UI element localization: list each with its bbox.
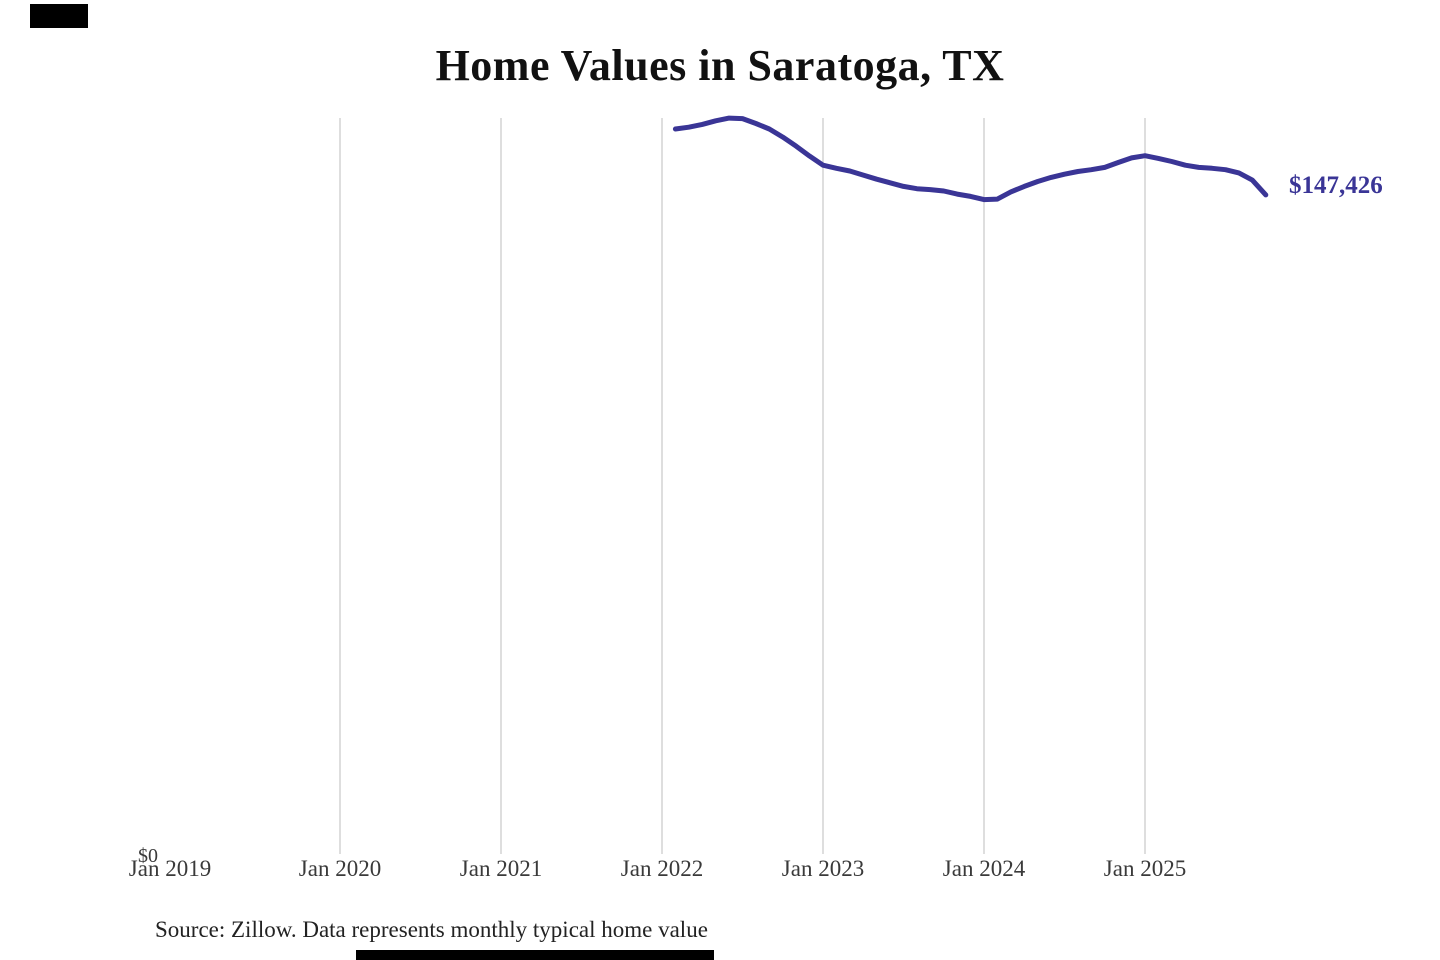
redaction-bar-bottom [356,950,714,960]
chart-title: Home Values in Saratoga, TX [435,41,1005,90]
last-value-label: $147,426 [1289,172,1383,199]
x-tick-2024-01: Jan 2024 [942,856,1026,881]
redaction-box-top-left [30,4,88,28]
x-tick-2019-01: Jan 2019 [128,856,212,881]
x-tick-2025-01: Jan 2025 [1103,856,1187,881]
x-tick-2021-01: Jan 2021 [459,856,543,881]
x-tick-2023-01: Jan 2023 [781,856,865,881]
home-value-series-line [672,115,1269,203]
x-tick-2020-01: Jan 2020 [298,856,382,881]
x-tick-2022-01: Jan 2022 [620,856,704,881]
source-note: Source: Zillow. Data represents monthly … [155,917,708,942]
y-axis-zero-label: $0 [138,845,158,867]
